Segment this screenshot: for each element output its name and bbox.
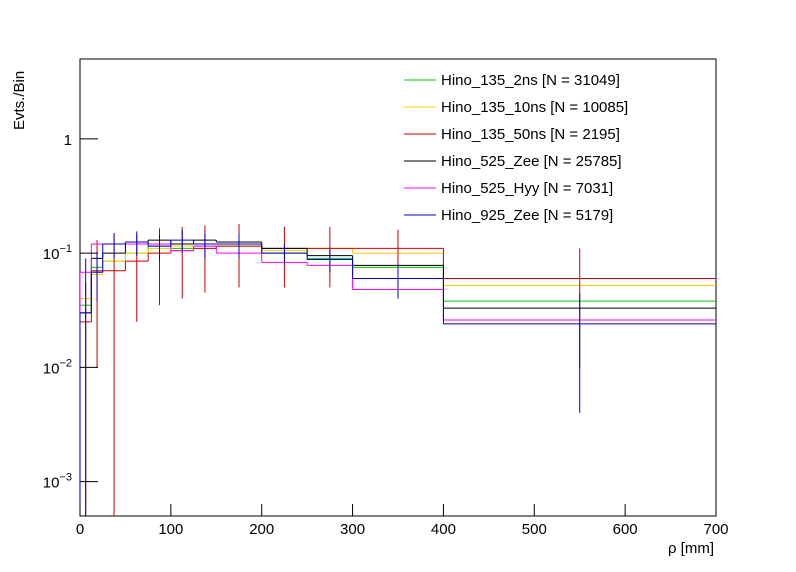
y-tick-label: 10−1 [43,243,72,263]
x-tick-label: 400 [431,521,456,538]
x-axis-label: ρ [mm] [668,540,714,557]
legend-label: Hino_925_Zee [N = 5179] [441,207,613,224]
y-tick-label: 10−3 [43,472,72,492]
legend-label: Hino_135_2ns [N = 31049] [441,72,620,89]
x-tick-label: 100 [158,521,183,538]
y-tick-base: 10 [43,360,60,377]
plot-area [80,223,716,516]
legend-label: Hino_525_Zee [N = 25785] [441,153,622,170]
legend-label: Hino_525_Hyy [N = 7031] [441,180,613,197]
y-tick-exponent: −1 [59,243,72,255]
x-tick-label: 700 [703,521,728,538]
y-tick-label: 10−2 [43,357,72,377]
y-tick-exponent: −3 [59,472,72,484]
legend-label: Hino_135_10ns [N = 10085] [441,99,628,116]
x-tick-label: 200 [249,521,274,538]
y-tick-base: 10 [43,246,60,263]
x-tick-label: 0 [76,521,84,538]
legend-label: Hino_135_50ns [N = 2195] [441,126,620,143]
y-tick-label: 1 [64,132,72,149]
y-axis-label: Evts./Bin [11,71,28,130]
y-tick-exponent: −2 [59,357,72,369]
y-tick-base: 10 [43,475,60,492]
x-tick-label: 300 [340,521,365,538]
x-tick-label: 600 [613,521,638,538]
x-tick-label: 500 [522,521,547,538]
